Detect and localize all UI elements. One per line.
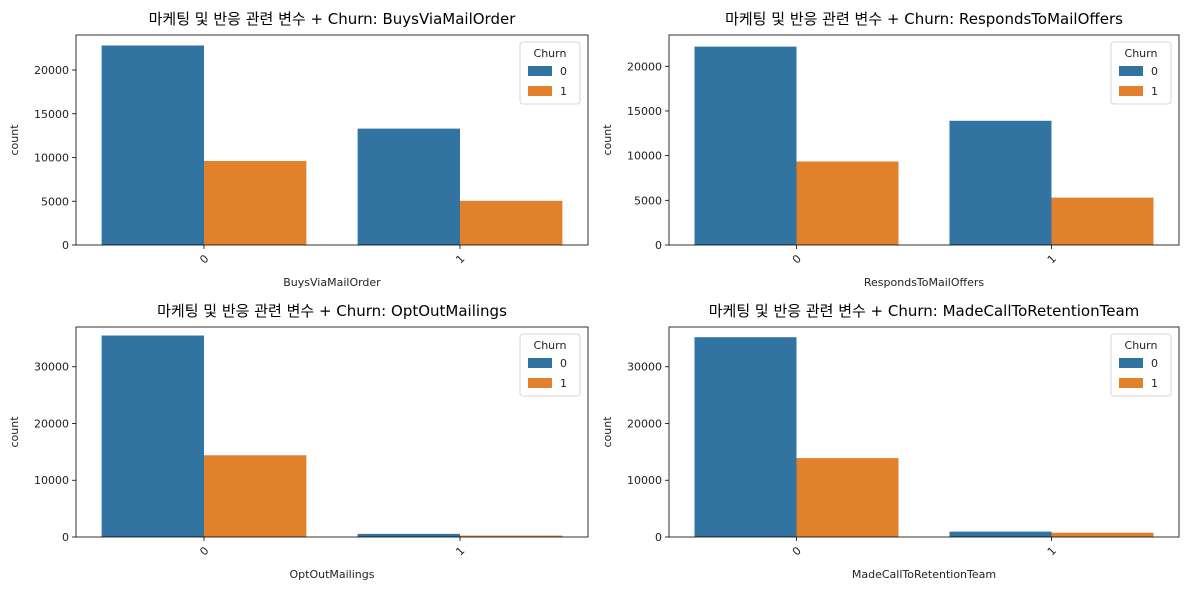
y-tick-label: 15000 [34, 108, 69, 121]
chart-title: 마케팅 및 반응 관련 변수 + Churn: RespondsToMailOf… [725, 10, 1123, 28]
legend-title: Churn [534, 47, 567, 60]
y-tick-label: 15000 [627, 105, 662, 118]
x-axis-label: BuysViaMailOrder [283, 276, 381, 289]
legend: Churn 0 1 [1110, 333, 1172, 397]
y-tick-label: 10000 [34, 474, 69, 487]
y-tick-label: 10000 [34, 152, 69, 165]
bar-series-1-cat-1 [460, 200, 563, 245]
y-tick-label: 10000 [627, 150, 662, 163]
bar-series-0-cat-0 [101, 335, 204, 537]
y-tick-label: 20000 [34, 417, 69, 430]
bar-series-0-cat-1 [949, 120, 1052, 245]
x-tick-label: 1 [453, 544, 467, 558]
legend-swatch-1 [1119, 378, 1143, 388]
y-axis-label: count [8, 124, 21, 156]
plot-frame [668, 326, 1180, 538]
bar-series-1-cat-0 [204, 161, 307, 245]
x-tick-label: 0 [790, 252, 804, 266]
y-tick-label: 5000 [41, 195, 69, 208]
legend-swatch-1 [528, 378, 552, 388]
y-tick-label: 30000 [627, 361, 662, 374]
y-tick-label: 0 [62, 531, 69, 544]
chart-title: 마케팅 및 반응 관련 변수 + Churn: MadeCallToRetent… [709, 302, 1140, 320]
y-axis-label: count [601, 416, 614, 448]
legend-label-0: 0 [560, 65, 567, 78]
legend: Churn 0 1 [1110, 41, 1172, 105]
legend-title: Churn [1125, 47, 1158, 60]
chart-panel-4: 마케팅 및 반응 관련 변수 + Churn: MadeCallToRetent… [601, 302, 1180, 581]
chart-panel-2: 마케팅 및 반응 관련 변수 + Churn: RespondsToMailOf… [601, 10, 1180, 289]
bar-series-0-cat-0 [694, 46, 797, 245]
y-axis-label: count [601, 124, 614, 156]
x-tick-label: 0 [197, 544, 211, 558]
legend: Churn 0 1 [519, 333, 581, 397]
plot-frame [75, 34, 589, 246]
y-tick-label: 20000 [627, 60, 662, 73]
y-tick-label: 20000 [34, 64, 69, 77]
legend-title: Churn [534, 339, 567, 352]
x-tick-label: 1 [453, 252, 467, 266]
bar-series-0-cat-1 [357, 533, 460, 537]
bar-series-0-cat-0 [101, 45, 204, 245]
x-tick-label: 0 [790, 544, 804, 558]
chart-panel-3: 마케팅 및 반응 관련 변수 + Churn: OptOutMailings 0 1… [8, 302, 589, 581]
x-axis-label: MadeCallToRetentionTeam [852, 568, 996, 581]
chart-panel-1: 마케팅 및 반응 관련 변수 + Churn: BuysViaMailOrder… [8, 10, 589, 289]
y-tick-label: 0 [62, 239, 69, 252]
y-tick-label: 10000 [627, 474, 662, 487]
legend: Churn 0 1 [519, 41, 581, 105]
bar-series-1-cat-0 [204, 455, 307, 537]
legend-label-0: 0 [1151, 357, 1158, 370]
legend-label-0: 0 [560, 357, 567, 370]
y-tick-label: 30000 [34, 361, 69, 374]
bar-series-1-cat-1 [1051, 532, 1154, 537]
legend-label-1: 1 [560, 85, 567, 98]
chart-title: 마케팅 및 반응 관련 변수 + Churn: BuysViaMailOrder [149, 10, 517, 28]
x-tick-label: 0 [197, 252, 211, 266]
bar-series-0-cat-0 [694, 337, 797, 537]
y-tick-label: 0 [655, 531, 662, 544]
chart-title: 마케팅 및 반응 관련 변수 + Churn: OptOutMailings [157, 302, 507, 320]
legend-label-0: 0 [1151, 65, 1158, 78]
y-axis-label: count [8, 416, 21, 448]
bar-series-0-cat-1 [949, 531, 1052, 537]
legend-label-1: 1 [1151, 377, 1158, 390]
legend-swatch-0 [1119, 358, 1143, 368]
y-tick-label: 0 [655, 239, 662, 252]
bar-series-1-cat-1 [1051, 197, 1154, 245]
bar-series-0-cat-1 [357, 128, 460, 245]
bar-series-1-cat-1 [460, 535, 563, 537]
legend-swatch-0 [528, 358, 552, 368]
x-tick-label: 1 [1045, 252, 1059, 266]
legend-swatch-1 [528, 86, 552, 96]
bar-series-1-cat-0 [796, 161, 899, 245]
y-tick-label: 5000 [634, 194, 662, 207]
plot-frame [75, 326, 589, 538]
legend-swatch-0 [528, 66, 552, 76]
legend-swatch-0 [1119, 66, 1143, 76]
legend-label-1: 1 [560, 377, 567, 390]
plot-frame [668, 34, 1180, 246]
bar-series-1-cat-0 [796, 458, 899, 537]
x-axis-label: RespondsToMailOffers [864, 276, 984, 289]
x-tick-label: 1 [1045, 544, 1059, 558]
legend-title: Churn [1125, 339, 1158, 352]
legend-label-1: 1 [1151, 85, 1158, 98]
y-tick-label: 20000 [627, 417, 662, 430]
x-axis-label: OptOutMailings [290, 568, 375, 581]
legend-swatch-1 [1119, 86, 1143, 96]
